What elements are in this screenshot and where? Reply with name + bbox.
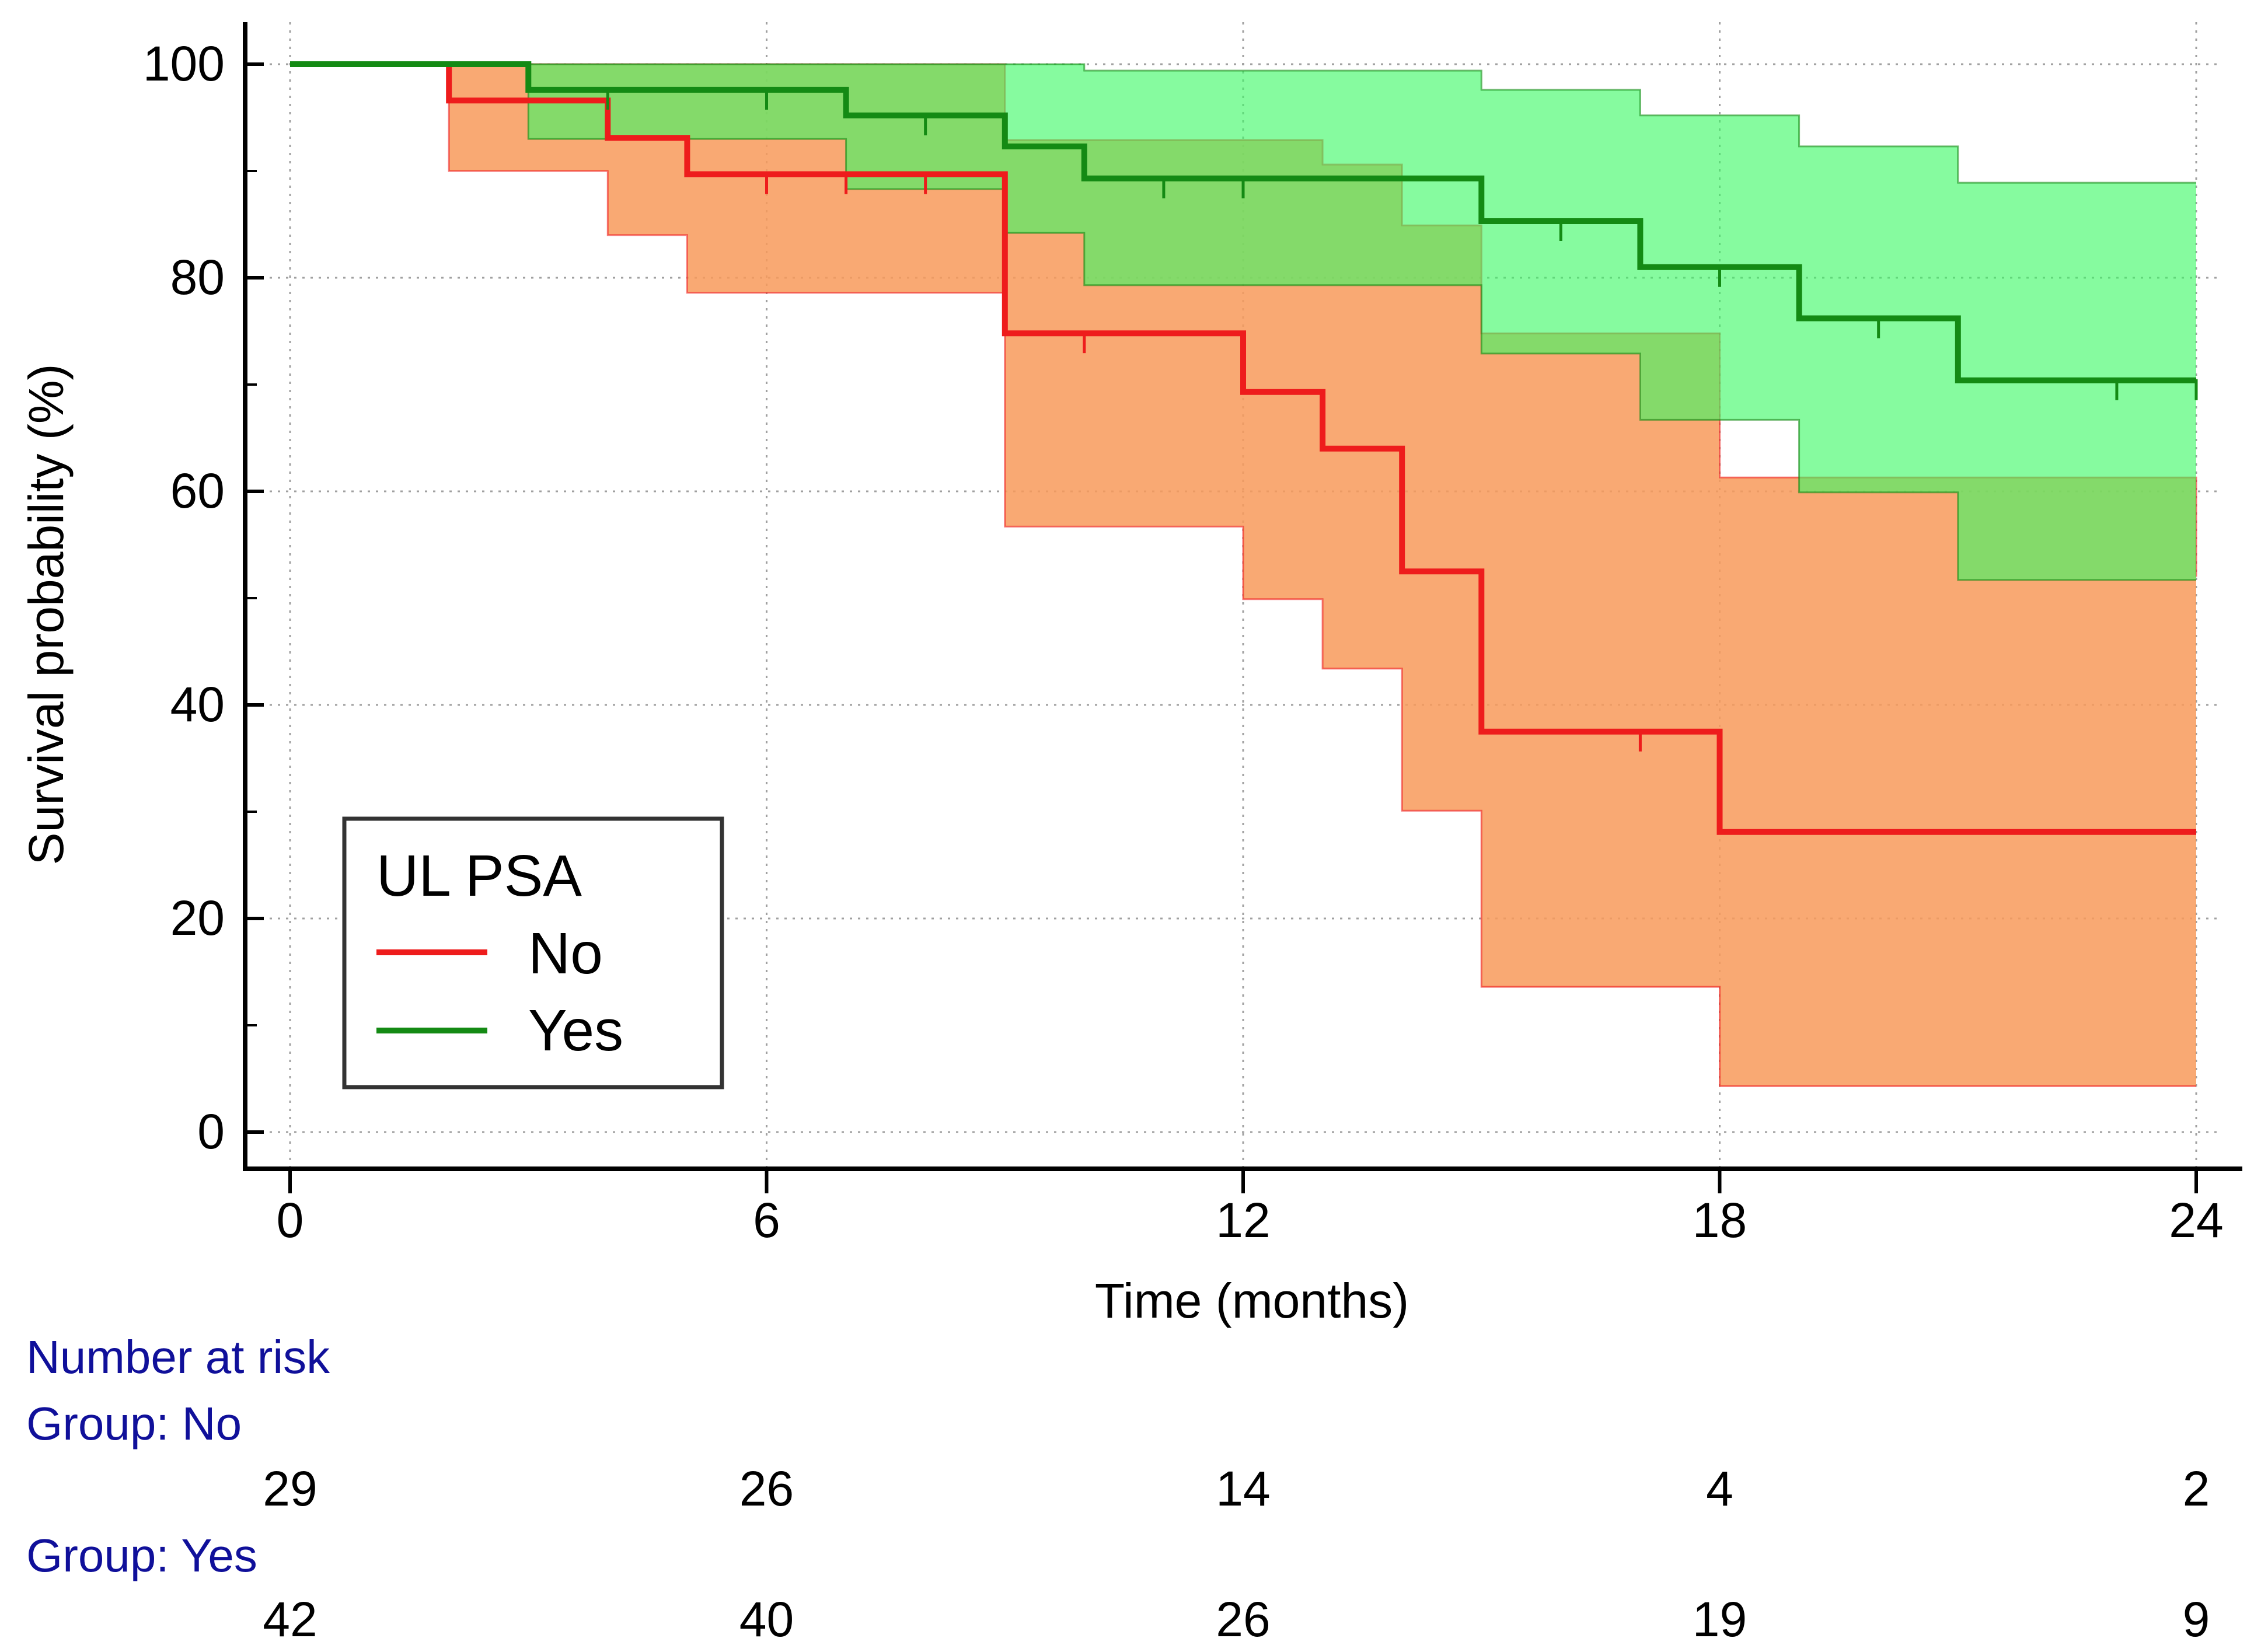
- risk-value: 14: [1216, 1461, 1270, 1516]
- y-tick-label: 60: [170, 463, 225, 518]
- y-tick-label: 20: [170, 890, 225, 945]
- x-tick-label: 24: [2169, 1193, 2223, 1248]
- legend-title: UL PSA: [376, 843, 582, 909]
- censor-marks: [606, 88, 2198, 752]
- ci-lower-yes: [290, 63, 2196, 581]
- confidence-band-yes: [290, 64, 2196, 580]
- risk-value: 9: [2183, 1592, 2210, 1647]
- legend-label-no: No: [528, 921, 603, 986]
- risk-value: 40: [739, 1592, 794, 1647]
- risk-value: 26: [739, 1461, 794, 1516]
- y-tick-label: 100: [143, 36, 225, 91]
- risk-table-heading: Number at risk: [26, 1331, 330, 1383]
- risk-value: 26: [1216, 1592, 1270, 1647]
- legend: UL PSA No Yes: [342, 816, 724, 1089]
- survival-curve-yes: [290, 61, 2196, 383]
- y-tick-label: 0: [197, 1104, 225, 1159]
- ci-lower-no: [290, 63, 2196, 1087]
- legend-label-yes: Yes: [528, 998, 623, 1063]
- x-tick-label: 12: [1216, 1193, 1270, 1248]
- risk-value: 2: [2183, 1461, 2210, 1516]
- risk-group-no-label: Group: No: [26, 1398, 242, 1450]
- axis-ticks: 0 20 40 60 80 100 0 6 12 18 24: [143, 36, 2224, 1248]
- x-axis-title: Time (months): [1095, 1273, 1409, 1328]
- risk-values: 29 26 14 4 242 40 26 19 9: [263, 1461, 2210, 1647]
- x-tick-label: 18: [1693, 1193, 1747, 1248]
- x-tick-label: 6: [753, 1193, 780, 1248]
- risk-value: 4: [1706, 1461, 1733, 1516]
- y-tick-label: 80: [170, 250, 225, 305]
- number-at-risk-table: Number at risk Group: No Group: Yes 29 26…: [26, 1331, 2210, 1647]
- x-tick-label: 0: [277, 1193, 304, 1248]
- risk-value: 29: [263, 1461, 317, 1516]
- risk-value: 19: [1693, 1592, 1747, 1647]
- risk-value: 42: [263, 1592, 317, 1647]
- y-tick-label: 40: [170, 677, 225, 732]
- ci-upper-yes: [290, 63, 2196, 184]
- y-axis-title: Survival probability (%): [19, 364, 74, 865]
- risk-group-yes-label: Group: Yes: [26, 1529, 257, 1581]
